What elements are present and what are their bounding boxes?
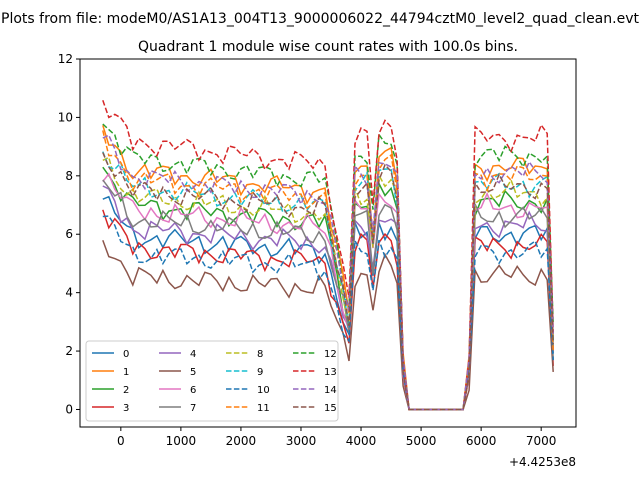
y-tick-label: 0 (65, 402, 73, 416)
y-tick-label: 8 (65, 169, 73, 183)
series-line-3 (102, 209, 554, 411)
legend-label-2: 2 (123, 385, 129, 396)
y-axis: 0 2 4 6 8 10 12 (58, 52, 80, 416)
y-tick-label: 6 (65, 227, 73, 241)
y-tick-label: 2 (65, 344, 73, 358)
legend-label-6: 6 (190, 385, 196, 396)
x-axis: 0 1000 2000 3000 4000 5000 6000 7000 (117, 427, 556, 448)
legend-label-14: 14 (324, 385, 337, 396)
chart-suptitle: Plots from file: modeM0/AS1A13_004T13_90… (1, 11, 639, 27)
x-tick-label: 7000 (526, 434, 557, 448)
series-line-14 (102, 134, 554, 411)
legend-label-5: 5 (190, 367, 196, 378)
series-line-11 (102, 130, 554, 411)
legend-label-7: 7 (190, 403, 196, 414)
legend-label-10: 10 (257, 385, 270, 396)
x-offset-label: +4.4253e8 (509, 455, 576, 469)
series-line-15 (102, 152, 554, 411)
x-tick-label: 2000 (226, 434, 257, 448)
legend-label-1: 1 (123, 367, 129, 378)
x-tick-label: 4000 (346, 434, 377, 448)
series-line-13 (102, 100, 554, 411)
series-line-0 (102, 195, 554, 411)
x-tick-label: 3000 (286, 434, 317, 448)
legend-label-15: 15 (324, 403, 337, 414)
series-line-9 (102, 151, 554, 411)
series-line-5 (102, 239, 554, 411)
x-tick-label: 0 (117, 434, 125, 448)
legend-frame (85, 340, 339, 422)
legend-label-13: 13 (324, 367, 337, 378)
series-lines (102, 100, 554, 411)
y-tick-label: 10 (58, 110, 73, 124)
legend-label-0: 0 (123, 349, 129, 360)
x-tick-label: 1000 (166, 434, 197, 448)
plot-frame (79, 58, 577, 428)
legend-label-9: 9 (257, 367, 263, 378)
x-tick-label: 6000 (466, 434, 497, 448)
chart-title: Quadrant 1 module wise count rates with … (138, 39, 518, 55)
legend-label-12: 12 (324, 349, 337, 360)
series-line-1 (102, 125, 554, 411)
legend-label-4: 4 (190, 349, 196, 360)
legend-label-3: 3 (123, 403, 129, 414)
series-line-7 (102, 179, 554, 411)
legend-label-8: 8 (257, 349, 263, 360)
x-tick-label: 5000 (406, 434, 437, 448)
legend-label-11: 11 (257, 403, 270, 414)
y-tick-label: 12 (58, 52, 73, 66)
y-tick-label: 4 (65, 286, 73, 300)
